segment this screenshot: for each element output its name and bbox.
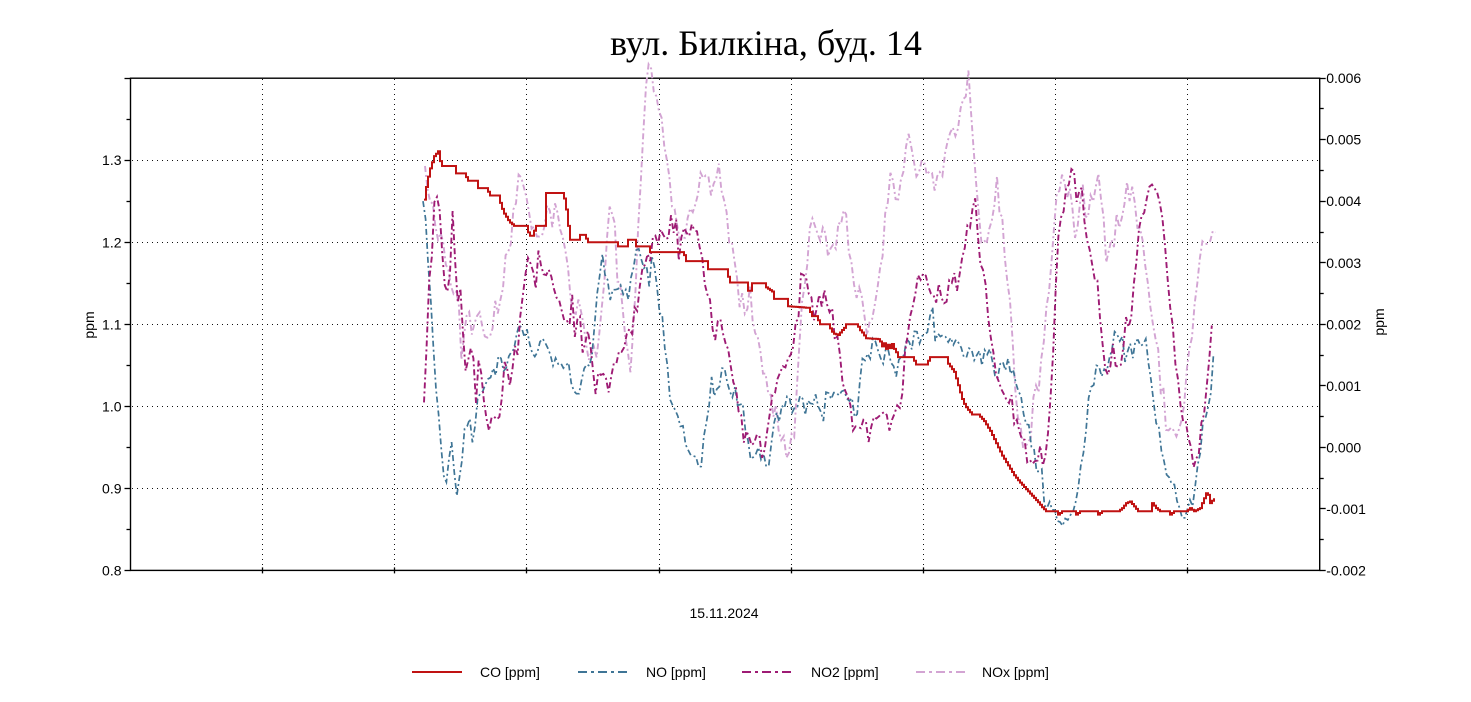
svg-text:вул. Билкіна, буд. 14: вул. Билкіна, буд. 14 (610, 23, 922, 63)
svg-text:1.1: 1.1 (102, 316, 122, 332)
svg-text:15.11.2024: 15.11.2024 (689, 605, 758, 621)
svg-text:0.001: 0.001 (1326, 378, 1361, 394)
svg-text:-0.002: -0.002 (1326, 562, 1366, 578)
svg-text:0.002: 0.002 (1326, 316, 1361, 332)
svg-text:0.003: 0.003 (1326, 255, 1361, 271)
svg-text:ppm: ppm (81, 311, 97, 338)
svg-text:NOx [ppm]: NOx [ppm] (982, 664, 1049, 680)
svg-text:-0.001: -0.001 (1326, 501, 1366, 517)
svg-text:ppm: ppm (1371, 308, 1387, 335)
svg-text:NO [ppm]: NO [ppm] (646, 664, 706, 680)
svg-text:0.005: 0.005 (1326, 132, 1361, 148)
svg-text:NO2 [ppm]: NO2 [ppm] (811, 664, 879, 680)
svg-text:CO [ppm]: CO [ppm] (480, 664, 540, 680)
svg-text:0.8: 0.8 (102, 562, 122, 578)
svg-text:0.9: 0.9 (102, 480, 122, 496)
svg-text:0.006: 0.006 (1326, 70, 1361, 86)
svg-text:1.0: 1.0 (102, 398, 122, 414)
svg-text:0.000: 0.000 (1326, 439, 1361, 455)
svg-text:1.3: 1.3 (102, 152, 122, 168)
svg-text:0.004: 0.004 (1326, 193, 1361, 209)
svg-text:1.2: 1.2 (102, 234, 122, 250)
